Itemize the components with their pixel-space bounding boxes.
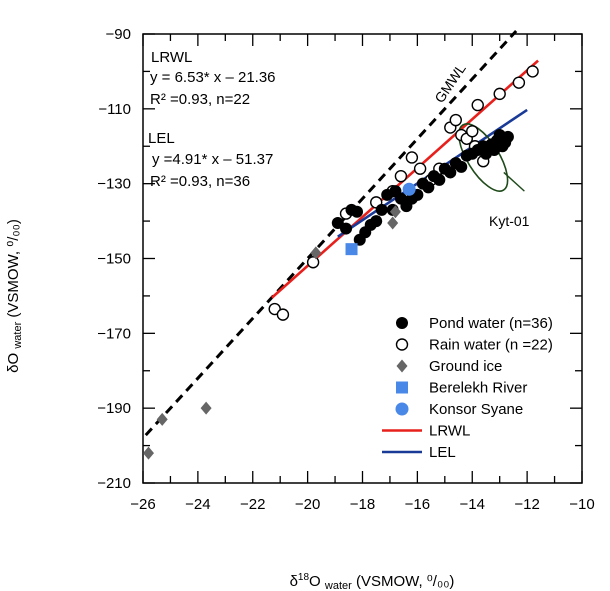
- plot-area: −26 −24 −22 −20 −18 −16 −14 −12 −10 −90 −110 −130 −1…: [97, 26, 595, 513]
- kyt-01-leader: [503, 171, 525, 192]
- data-point: [276, 308, 290, 321]
- data-point: [375, 203, 388, 216]
- legend-marker: [396, 359, 408, 373]
- lel-equation: y =4.91* x – 51.37: [152, 151, 273, 168]
- legend-marker: [396, 317, 408, 329]
- legend-label: LEL: [429, 444, 456, 461]
- data-point: [471, 98, 484, 112]
- legend-label: Ground ice: [429, 358, 502, 375]
- lel-title: LEL: [148, 130, 175, 147]
- data-point: [493, 87, 506, 101]
- data-point: [394, 169, 408, 183]
- gmwl-label: GMWL: [431, 60, 469, 105]
- data-point: [402, 182, 416, 196]
- x-tick-label: −18: [350, 496, 375, 513]
- lel-r2: R² =0.93, n=36: [150, 173, 250, 190]
- data-point: [413, 162, 427, 175]
- data-point: [387, 216, 399, 230]
- data-point: [156, 412, 168, 426]
- y-tick-label: −150: [97, 251, 131, 268]
- gmwl-line: [144, 29, 518, 437]
- data-point: [455, 160, 468, 173]
- x-tick-label: −22: [240, 496, 265, 513]
- data-point: [200, 401, 212, 415]
- lrwl-r2: R² =0.93, n=22: [150, 91, 250, 108]
- x-tick-label: −12: [514, 496, 539, 513]
- x-tick-label: −16: [405, 496, 430, 513]
- data-point: [370, 215, 383, 228]
- x-tick-label: −24: [185, 496, 210, 513]
- y-tick-label: −90: [106, 26, 131, 43]
- kyt-label: Kyt-01: [489, 213, 530, 229]
- y-tick-label: −130: [97, 176, 131, 193]
- legend-marker: [395, 402, 409, 416]
- data-point: [306, 256, 320, 269]
- data-point: [433, 173, 446, 186]
- data-point: [310, 246, 322, 260]
- lrwl-equation: y = 6.53* x – 21.36: [150, 69, 276, 86]
- x-axis-label: δ18O water (VSMOW, ⁰/₀₀): [290, 572, 455, 591]
- legend-marker: [395, 338, 409, 351]
- legend: Pond water (n=36) Rain water (n =22) Groun…: [382, 315, 553, 461]
- data-point: [422, 181, 435, 194]
- data-point: [449, 113, 462, 127]
- y-axis-label: δO water (VSMOW, ⁰/₀₀): [5, 219, 24, 373]
- legend-label: Pond water (n=36): [429, 315, 553, 332]
- data-point: [345, 243, 358, 256]
- x-tick-label: −10: [569, 496, 594, 513]
- legend-label: LRWL: [429, 423, 470, 440]
- y-tick-label: −190: [97, 400, 131, 417]
- legend-label: Berelekh River: [429, 380, 527, 397]
- legend-marker: [396, 381, 408, 394]
- legend-label: Rain water (n =22): [429, 337, 553, 354]
- data-point: [501, 130, 514, 143]
- y-tick-label: −210: [97, 475, 131, 492]
- x-tick-label: −26: [130, 496, 155, 513]
- data-point: [512, 76, 526, 89]
- legend-label: Konsor Syane: [429, 401, 523, 418]
- data-point: [351, 205, 364, 218]
- data-point: [142, 446, 154, 460]
- data-point: [444, 166, 457, 179]
- x-tick-label: −14: [460, 496, 485, 513]
- y-tick-label: −110: [98, 101, 131, 118]
- data-point: [340, 222, 353, 235]
- lrwl-title: LRWL: [151, 49, 192, 66]
- data-point: [526, 65, 539, 78]
- x-tick-label: −20: [295, 496, 320, 513]
- data-point: [405, 151, 419, 164]
- data-point: [389, 205, 401, 219]
- y-tick-label: −170: [97, 325, 131, 342]
- data-point: [466, 125, 479, 138]
